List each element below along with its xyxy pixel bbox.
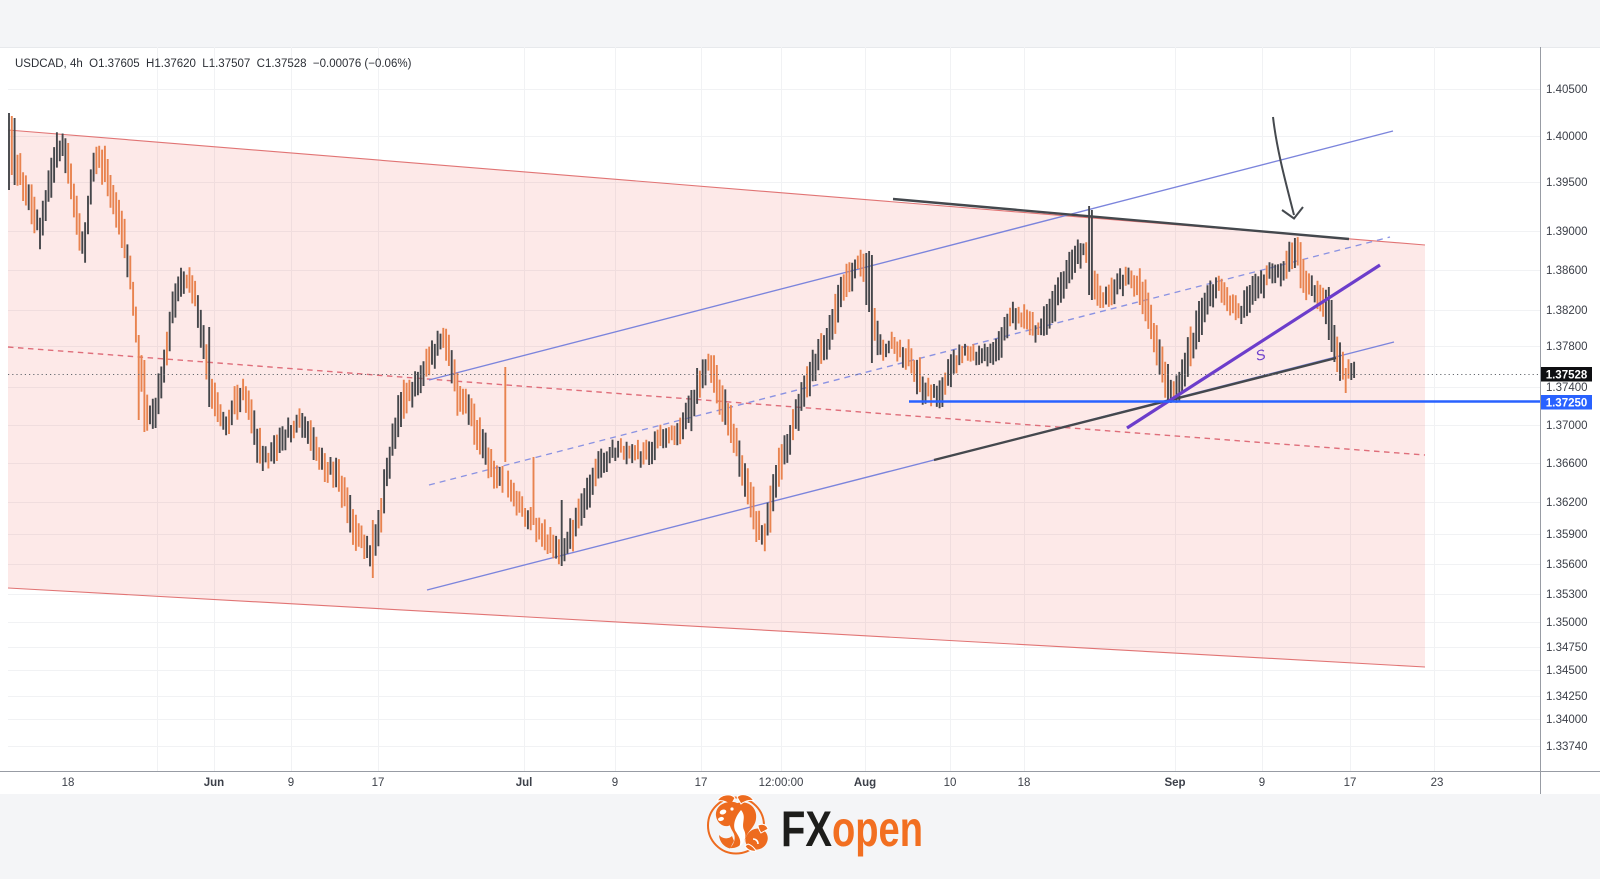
svg-text:1.34500: 1.34500	[1546, 665, 1588, 677]
svg-text:1.40500: 1.40500	[1546, 84, 1588, 96]
svg-text:9: 9	[1259, 777, 1265, 789]
svg-text:1.34750: 1.34750	[1546, 642, 1588, 654]
svg-text:1.39000: 1.39000	[1546, 226, 1588, 238]
svg-text:17: 17	[1344, 777, 1357, 789]
svg-text:1.34250: 1.34250	[1546, 691, 1588, 703]
svg-text:1.36600: 1.36600	[1546, 458, 1588, 470]
svg-text:1.37400: 1.37400	[1546, 382, 1588, 394]
svg-text:17: 17	[372, 777, 385, 789]
svg-text:1.38200: 1.38200	[1546, 305, 1588, 317]
svg-text:9: 9	[612, 777, 618, 789]
svg-text:Jun: Jun	[204, 777, 224, 789]
svg-text:Jul: Jul	[516, 777, 533, 789]
svg-text:USDCAD, 4h O1.37605 H1.37620: USDCAD, 4h O1.37605 H1.37620 L1.37507 C1…	[15, 58, 412, 70]
svg-text:10: 10	[944, 777, 957, 789]
svg-text:1.39500: 1.39500	[1546, 177, 1588, 189]
svg-text:1.35300: 1.35300	[1546, 589, 1588, 601]
svg-text:9: 9	[288, 777, 294, 789]
svg-text:12:00:00: 12:00:00	[759, 777, 804, 789]
svg-text:1.37800: 1.37800	[1546, 341, 1588, 353]
svg-text:18: 18	[1018, 777, 1031, 789]
svg-text:18: 18	[62, 777, 75, 789]
svg-text:1.34000: 1.34000	[1546, 714, 1588, 726]
svg-text:FX: FX	[781, 801, 832, 857]
svg-text:1.37528: 1.37528	[1546, 370, 1588, 382]
svg-text:17: 17	[695, 777, 708, 789]
svg-text:23: 23	[1431, 777, 1444, 789]
svg-text:S: S	[1254, 347, 1268, 365]
svg-text:1.38600: 1.38600	[1546, 265, 1588, 277]
svg-text:open: open	[832, 801, 923, 857]
svg-text:1.37250: 1.37250	[1546, 398, 1588, 410]
svg-text:1.37000: 1.37000	[1546, 420, 1588, 432]
svg-text:1.35900: 1.35900	[1546, 529, 1588, 541]
svg-text:1.40000: 1.40000	[1546, 131, 1588, 143]
svg-text:1.35000: 1.35000	[1546, 617, 1588, 629]
svg-text:Sep: Sep	[1164, 777, 1185, 789]
svg-text:Aug: Aug	[854, 777, 876, 789]
svg-text:1.36200: 1.36200	[1546, 497, 1588, 509]
svg-text:1.35600: 1.35600	[1546, 559, 1588, 571]
svg-text:1.33740: 1.33740	[1546, 741, 1588, 753]
